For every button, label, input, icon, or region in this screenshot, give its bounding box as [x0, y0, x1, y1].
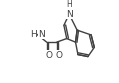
Text: O: O	[55, 51, 62, 60]
Text: 2: 2	[37, 34, 41, 39]
Text: H: H	[30, 30, 37, 39]
Text: N: N	[66, 10, 72, 19]
Text: O: O	[45, 51, 52, 60]
Text: H: H	[66, 0, 72, 9]
Text: N: N	[38, 30, 45, 39]
